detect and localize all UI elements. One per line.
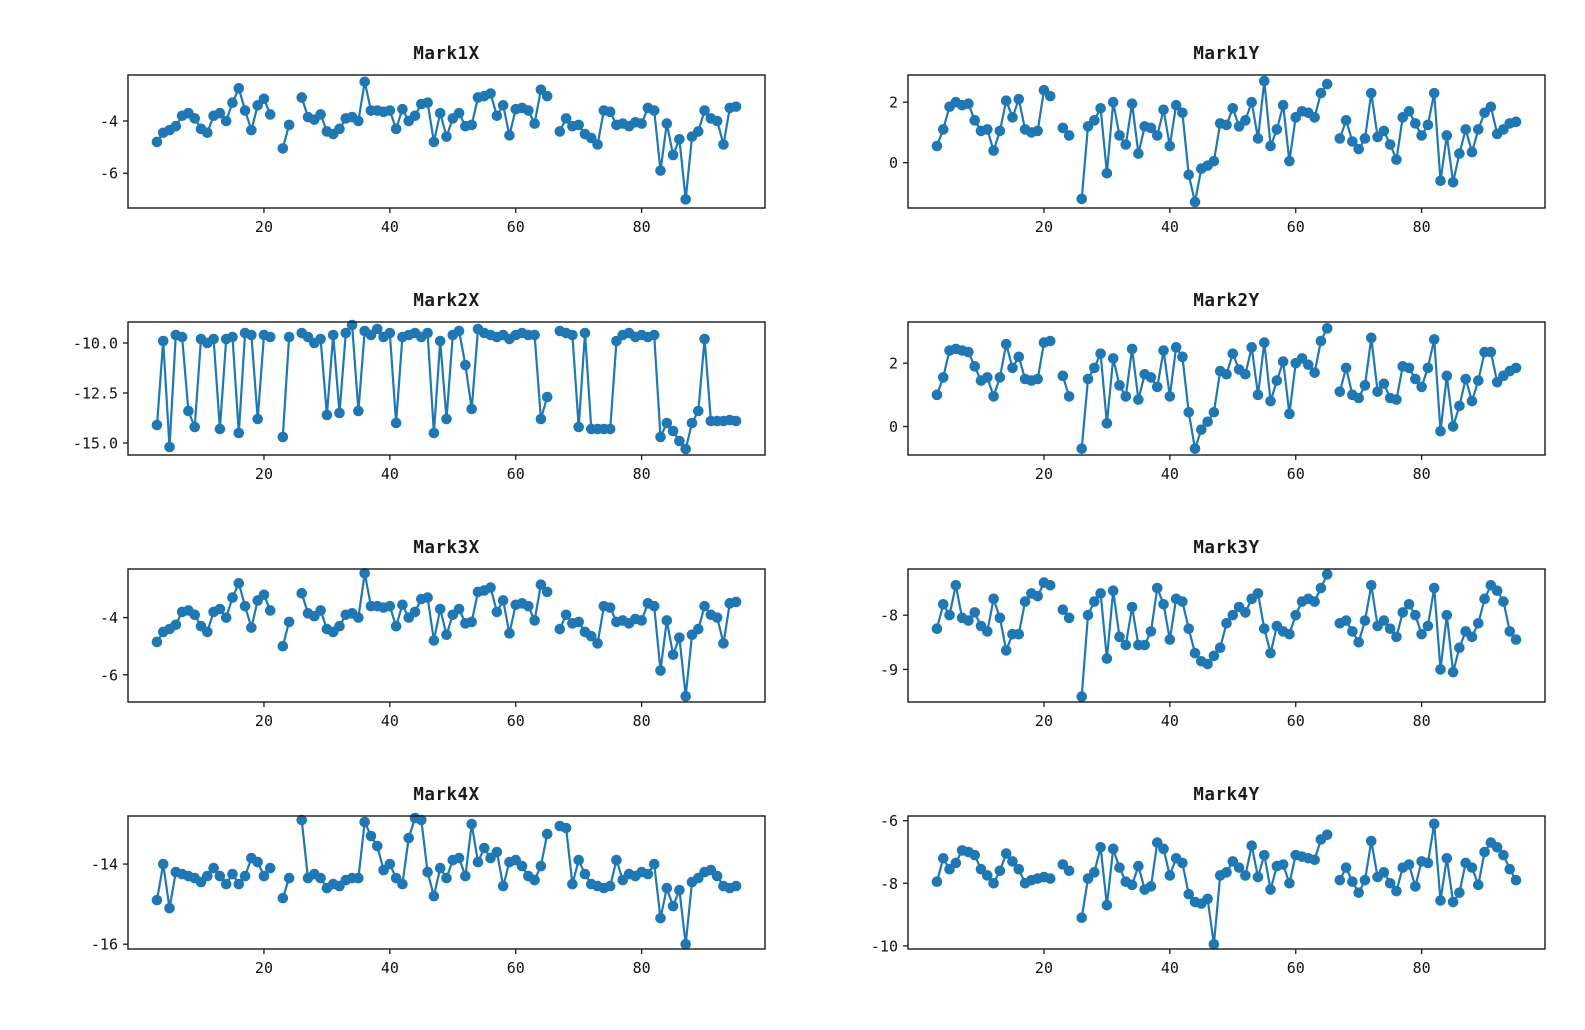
svg-text:-6: -6 — [100, 666, 118, 684]
chart-title-mark1x: Mark1X — [413, 44, 480, 64]
mark3y-plot-canvas: 20 40 60 80 -9 -8 — [880, 568, 1546, 730]
svg-text:-8: -8 — [880, 875, 898, 893]
svg-text:-4: -4 — [100, 112, 118, 130]
svg-text:2: 2 — [889, 355, 898, 373]
mark1x-plot-canvas: 20 40 60 80 -6 -4 — [100, 74, 766, 236]
svg-text:20: 20 — [1035, 712, 1053, 730]
svg-text:-10.0: -10.0 — [73, 335, 118, 353]
svg-text:60: 60 — [507, 218, 525, 236]
svg-text:-8: -8 — [880, 607, 898, 625]
mark4y-plot-canvas: 20 40 60 80 -10 -8 -6 — [871, 812, 1546, 977]
svg-text:-15.0: -15.0 — [73, 435, 118, 453]
svg-text:40: 40 — [1161, 218, 1179, 236]
svg-text:-9: -9 — [880, 661, 898, 679]
svg-text:80: 80 — [1413, 959, 1431, 977]
svg-text:80: 80 — [633, 218, 651, 236]
mark3x-plot-canvas: 20 40 60 80 -6 -4 — [100, 567, 766, 730]
svg-text:40: 40 — [381, 465, 399, 483]
svg-text:20: 20 — [255, 712, 273, 730]
mark2x-plot-canvas: 20 40 60 80 -15.0 -12.5 -10.0 — [73, 319, 766, 483]
svg-text:0: 0 — [889, 418, 898, 436]
svg-text:2: 2 — [889, 94, 898, 112]
svg-text:-4: -4 — [100, 609, 118, 627]
svg-text:40: 40 — [381, 218, 399, 236]
svg-text:40: 40 — [1161, 712, 1179, 730]
svg-text:80: 80 — [633, 712, 651, 730]
svg-text:60: 60 — [507, 465, 525, 483]
chart-title-mark2x: Mark2X — [413, 291, 480, 311]
svg-text:60: 60 — [1287, 218, 1305, 236]
svg-text:20: 20 — [255, 218, 273, 236]
svg-text:-6: -6 — [880, 812, 898, 830]
svg-text:40: 40 — [1161, 959, 1179, 977]
svg-text:80: 80 — [1413, 712, 1431, 730]
svg-text:80: 80 — [633, 465, 651, 483]
svg-text:40: 40 — [381, 712, 399, 730]
svg-text:20: 20 — [1035, 959, 1053, 977]
chart-title-mark3x: Mark3X — [413, 538, 480, 558]
svg-text:-12.5: -12.5 — [73, 385, 118, 403]
svg-text:-6: -6 — [100, 165, 118, 183]
svg-text:60: 60 — [1287, 465, 1305, 483]
svg-text:40: 40 — [381, 959, 399, 977]
mark4x-plot-canvas: 20 40 60 80 -16 -14 — [91, 812, 766, 977]
svg-text:20: 20 — [1035, 465, 1053, 483]
svg-text:-16: -16 — [91, 936, 118, 954]
chart-title-mark1y: Mark1Y — [1193, 44, 1260, 64]
mark2y-plot-canvas: 20 40 60 80 0 2 — [889, 321, 1546, 483]
chart-title-mark3y: Mark3Y — [1193, 538, 1260, 558]
svg-text:60: 60 — [1287, 959, 1305, 977]
chart-title-mark2y: Mark2Y — [1193, 291, 1260, 311]
svg-text:80: 80 — [1413, 218, 1431, 236]
svg-text:80: 80 — [1413, 465, 1431, 483]
svg-text:20: 20 — [1035, 218, 1053, 236]
svg-text:-10: -10 — [871, 937, 898, 955]
svg-text:0: 0 — [889, 154, 898, 172]
chart-title-mark4y: Mark4Y — [1193, 785, 1260, 805]
svg-text:20: 20 — [255, 465, 273, 483]
chart-title-mark4x: Mark4X — [413, 785, 480, 805]
mark1y-plot-canvas: 20 40 60 80 0 2 — [889, 74, 1546, 236]
svg-text:60: 60 — [1287, 712, 1305, 730]
svg-text:40: 40 — [1161, 465, 1179, 483]
svg-text:60: 60 — [507, 959, 525, 977]
svg-text:60: 60 — [507, 712, 525, 730]
svg-text:80: 80 — [633, 959, 651, 977]
svg-text:20: 20 — [255, 959, 273, 977]
svg-text:-14: -14 — [91, 856, 118, 874]
